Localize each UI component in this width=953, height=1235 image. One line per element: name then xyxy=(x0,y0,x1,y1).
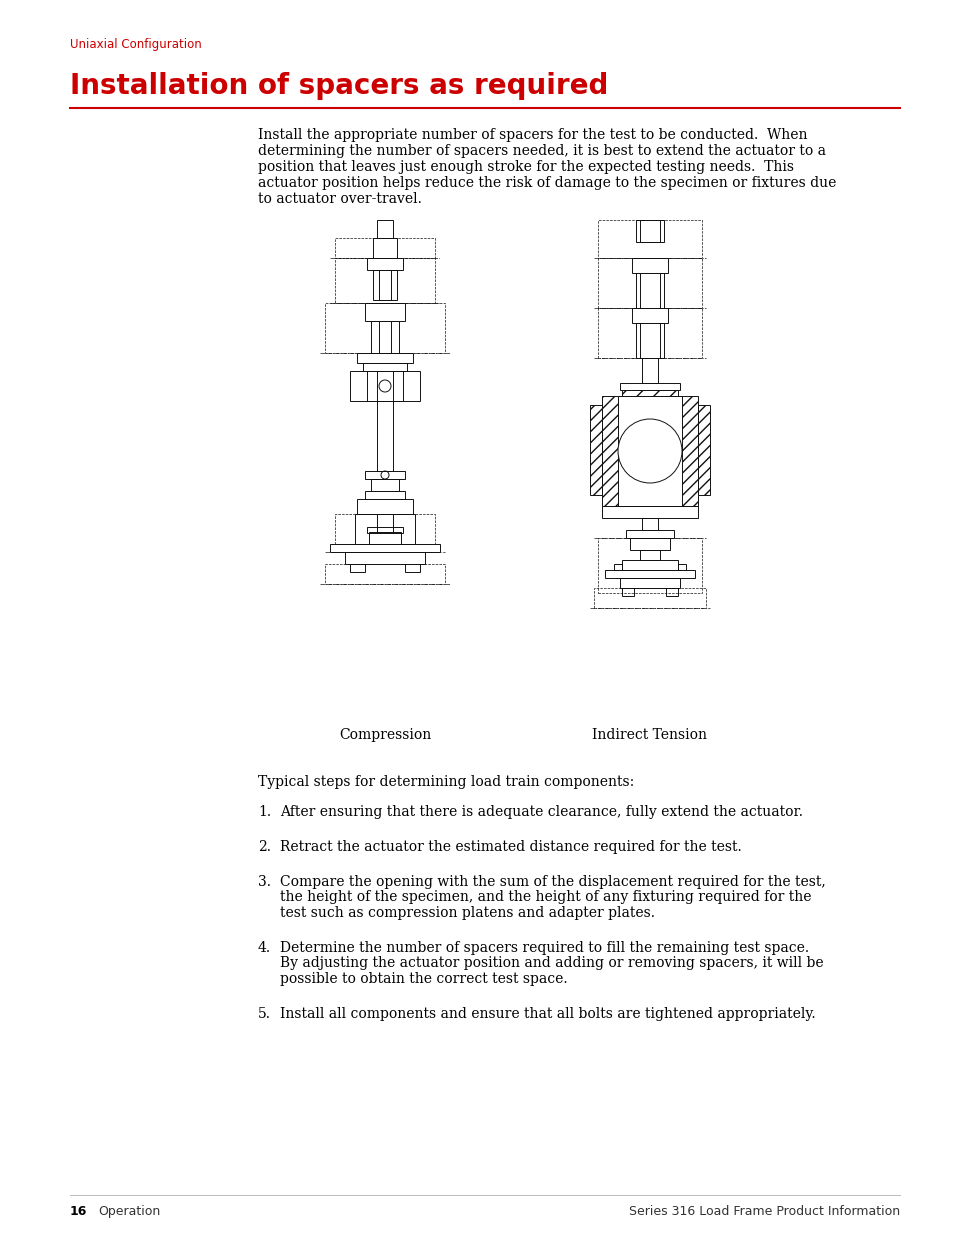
Text: Compression: Compression xyxy=(338,727,431,742)
Text: 3.: 3. xyxy=(257,876,271,889)
Text: After ensuring that there is adequate clearance, fully extend the actuator.: After ensuring that there is adequate cl… xyxy=(280,805,802,819)
Bar xyxy=(604,571,695,578)
Bar xyxy=(376,220,393,238)
Bar xyxy=(618,396,681,506)
Bar xyxy=(598,538,701,593)
Bar xyxy=(350,370,419,401)
Bar xyxy=(356,499,413,514)
Bar xyxy=(589,405,601,495)
Bar xyxy=(355,514,415,543)
Text: Install the appropriate number of spacers for the test to be conducted.  When: Install the appropriate number of spacer… xyxy=(257,128,806,142)
Bar xyxy=(365,471,405,479)
Text: Install all components and ensure that all bolts are tightened appropriately.: Install all components and ensure that a… xyxy=(280,1007,815,1021)
Bar xyxy=(367,258,402,270)
Bar xyxy=(373,238,396,258)
Bar xyxy=(405,564,419,572)
Bar xyxy=(345,552,424,564)
Bar xyxy=(325,303,444,353)
Bar xyxy=(621,588,634,597)
Text: Compare the opening with the sum of the displacement required for the test,: Compare the opening with the sum of the … xyxy=(280,876,825,889)
Bar xyxy=(594,588,705,608)
Bar xyxy=(641,517,658,530)
Bar xyxy=(335,238,435,258)
Bar xyxy=(373,270,396,300)
Bar xyxy=(335,258,435,303)
Text: actuator position helps reduce the risk of damage to the specimen or fixtures du: actuator position helps reduce the risk … xyxy=(257,177,836,190)
Bar xyxy=(365,303,405,321)
Text: Determine the number of spacers required to fill the remaining test space.: Determine the number of spacers required… xyxy=(280,941,808,955)
Bar xyxy=(621,559,678,571)
Bar xyxy=(378,270,391,300)
Bar xyxy=(376,401,393,471)
Bar xyxy=(367,527,402,534)
Bar xyxy=(629,538,669,550)
Bar xyxy=(356,353,413,363)
Bar xyxy=(639,220,659,242)
Bar xyxy=(367,370,402,401)
Bar xyxy=(330,543,439,552)
Bar xyxy=(376,514,393,532)
Bar xyxy=(335,514,435,543)
Text: Series 316 Load Frame Product Information: Series 316 Load Frame Product Informatio… xyxy=(628,1205,899,1218)
Bar xyxy=(371,479,398,492)
Bar xyxy=(636,273,663,308)
Bar xyxy=(614,564,621,571)
Circle shape xyxy=(618,419,681,483)
Text: Retract the actuator the estimated distance required for the test.: Retract the actuator the estimated dista… xyxy=(280,840,741,853)
Bar xyxy=(639,324,659,358)
Text: Typical steps for determining load train components:: Typical steps for determining load train… xyxy=(257,776,634,789)
Text: test such as compression platens and adapter plates.: test such as compression platens and ada… xyxy=(280,906,655,920)
Bar xyxy=(639,273,659,308)
Text: 5.: 5. xyxy=(257,1007,271,1021)
Text: position that leaves just enough stroke for the expected testing needs.  This: position that leaves just enough stroke … xyxy=(257,161,793,174)
Text: 4.: 4. xyxy=(257,941,271,955)
Text: By adjusting the actuator position and adding or removing spacers, it will be: By adjusting the actuator position and a… xyxy=(280,956,822,971)
Bar xyxy=(631,258,667,273)
Bar xyxy=(371,321,398,353)
Bar xyxy=(698,405,709,495)
Bar xyxy=(631,308,667,324)
Bar xyxy=(376,370,393,401)
Bar xyxy=(601,396,698,506)
Bar xyxy=(621,390,678,396)
Bar xyxy=(636,220,663,242)
Bar xyxy=(325,564,444,584)
Bar xyxy=(641,358,658,383)
Bar xyxy=(598,308,701,358)
Bar xyxy=(365,492,405,499)
Text: determining the number of spacers needed, it is best to extend the actuator to a: determining the number of spacers needed… xyxy=(257,144,825,158)
Text: Indirect Tension: Indirect Tension xyxy=(592,727,707,742)
Bar xyxy=(625,530,673,538)
Text: Uniaxial Configuration: Uniaxial Configuration xyxy=(70,38,201,51)
Bar xyxy=(598,258,701,308)
Bar xyxy=(598,220,701,258)
Text: to actuator over-travel.: to actuator over-travel. xyxy=(257,191,421,206)
Text: 2.: 2. xyxy=(257,840,271,853)
Bar xyxy=(378,321,391,353)
Bar xyxy=(678,564,685,571)
Text: the height of the specimen, and the height of any fixturing required for the: the height of the specimen, and the heig… xyxy=(280,890,811,904)
Bar xyxy=(636,324,663,358)
Bar xyxy=(369,532,400,543)
Text: Operation: Operation xyxy=(98,1205,160,1218)
Bar xyxy=(665,588,678,597)
Text: 1.: 1. xyxy=(257,805,271,819)
Bar xyxy=(619,383,679,390)
Text: 16: 16 xyxy=(70,1205,88,1218)
Bar xyxy=(639,550,659,559)
Bar xyxy=(601,506,698,517)
Text: possible to obtain the correct test space.: possible to obtain the correct test spac… xyxy=(280,972,567,986)
Text: Installation of spacers as required: Installation of spacers as required xyxy=(70,72,608,100)
Bar xyxy=(619,578,679,588)
Bar xyxy=(350,564,365,572)
Bar xyxy=(363,363,407,370)
